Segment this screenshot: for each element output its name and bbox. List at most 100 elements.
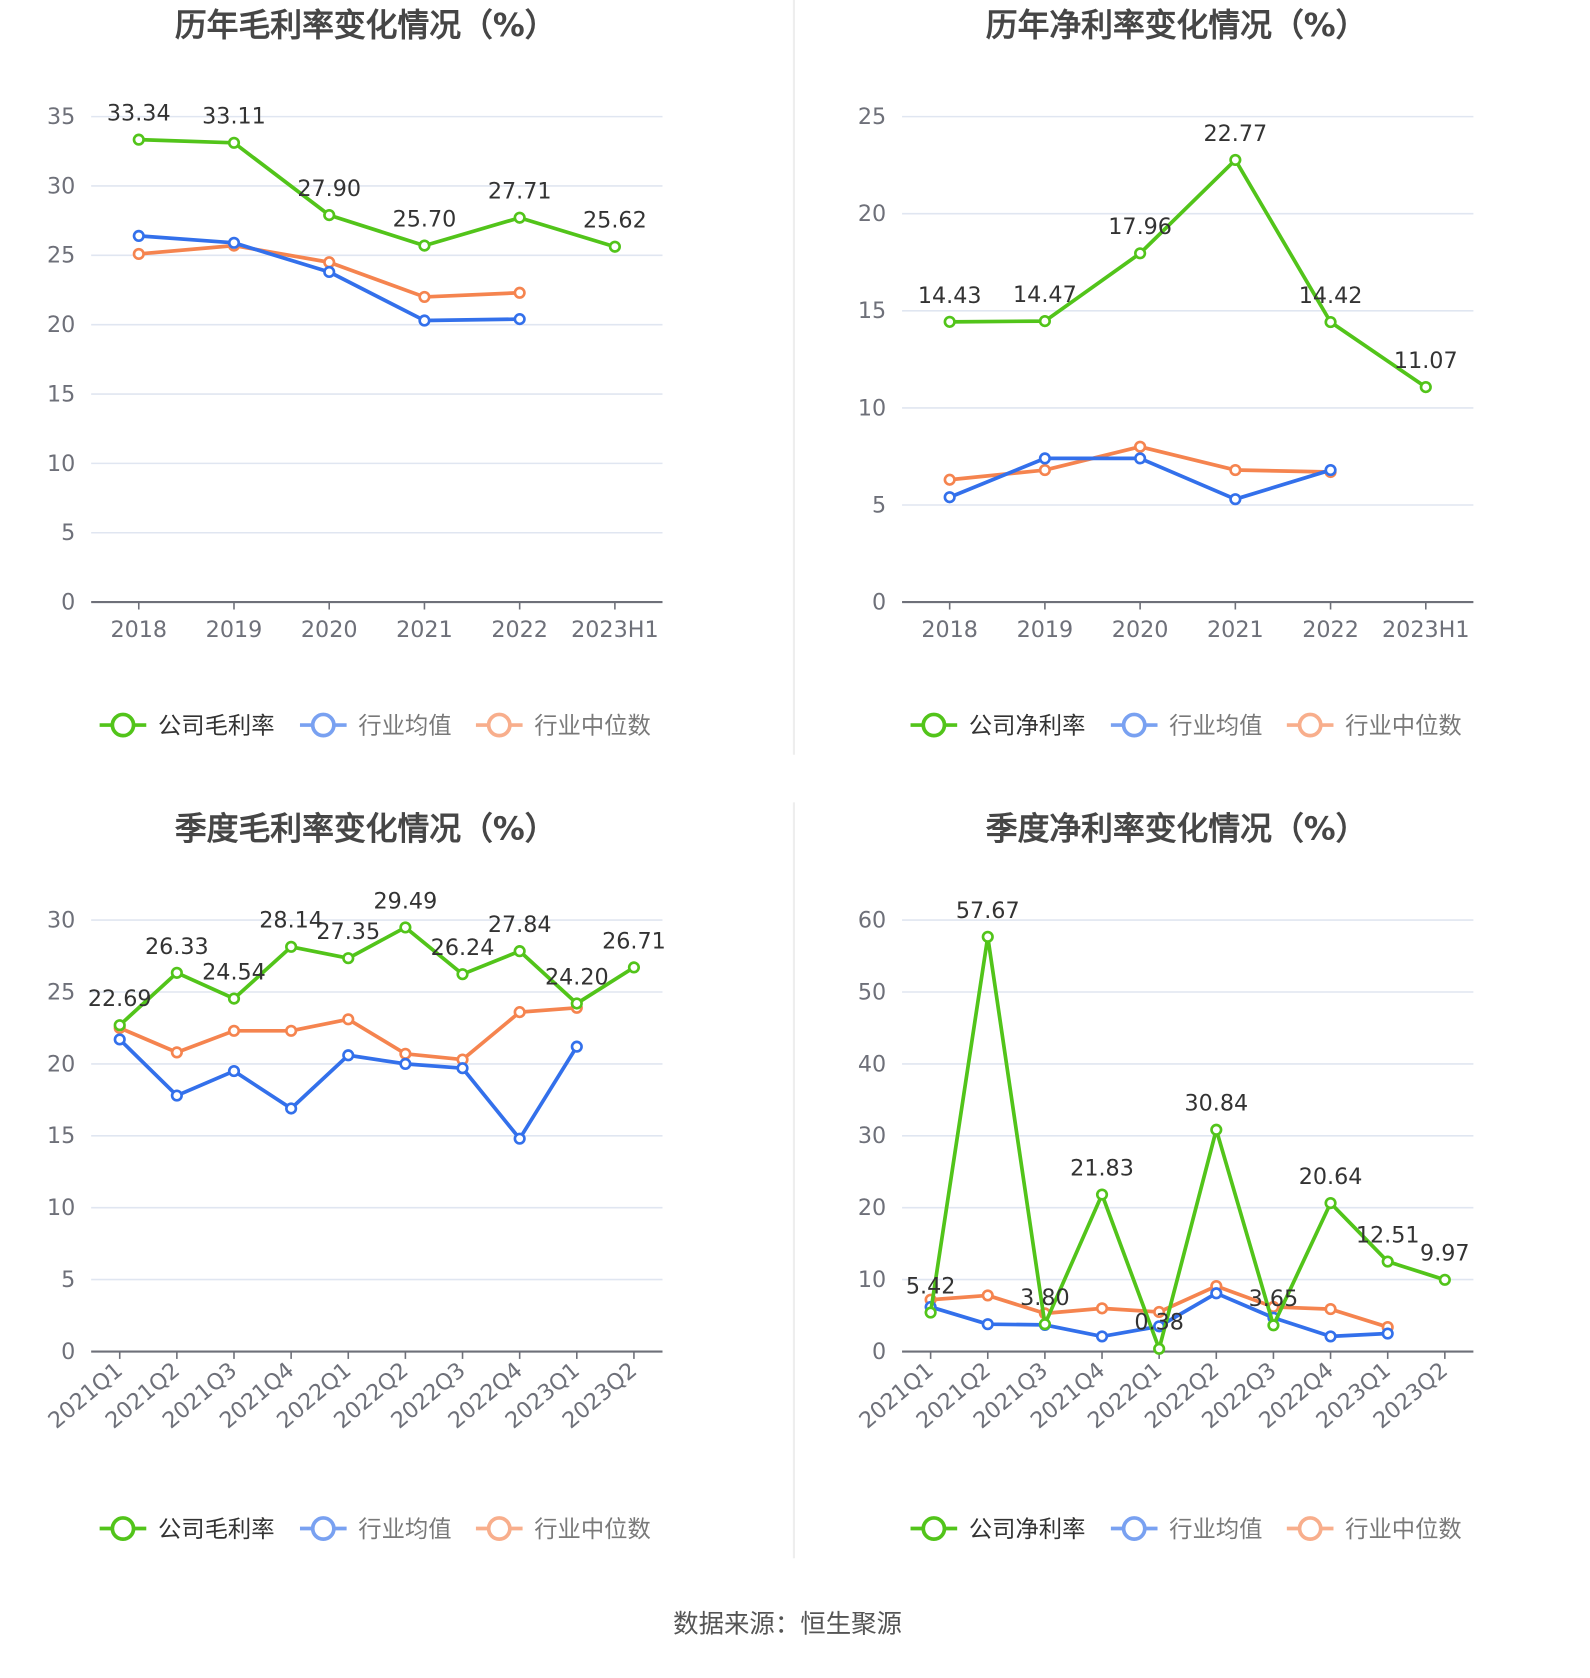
data-point[interactable] [1381, 1255, 1394, 1268]
data-point[interactable] [1324, 1302, 1337, 1316]
data-point[interactable] [1381, 1327, 1394, 1340]
data-label: 25.70 [393, 207, 457, 233]
data-point[interactable] [456, 968, 469, 981]
chart-3: 季度净利率变化情况（%）01020304050602021Q12021Q2202… [854, 811, 1474, 1543]
data-point[interactable] [1134, 440, 1147, 453]
data-point[interactable] [170, 1046, 183, 1059]
data-point[interactable] [285, 1024, 298, 1037]
data-point[interactable] [1038, 1318, 1051, 1331]
legend-item[interactable]: 行业均值 [299, 712, 452, 740]
legend-item[interactable]: 公司毛利率 [99, 1516, 275, 1543]
legend-item[interactable]: 行业中位数 [1286, 1516, 1462, 1543]
data-point[interactable] [170, 1089, 183, 1102]
data-point[interactable] [113, 1019, 126, 1032]
data-point[interactable] [943, 491, 956, 504]
data-point[interactable] [608, 240, 621, 253]
data-point[interactable] [513, 286, 526, 299]
data-point[interactable] [1229, 493, 1242, 506]
data-point[interactable] [285, 1102, 298, 1115]
data-point[interactable] [981, 1318, 994, 1331]
data-point[interactable] [570, 997, 583, 1010]
data-point[interactable] [1324, 1330, 1337, 1343]
legend-item[interactable]: 行业均值 [299, 1516, 452, 1543]
data-point[interactable] [227, 236, 241, 249]
data-label: 20.64 [1299, 1164, 1363, 1190]
data-point[interactable] [323, 265, 336, 279]
legend-label: 公司净利率 [969, 1516, 1086, 1543]
data-point[interactable] [1324, 1197, 1337, 1210]
data-point[interactable] [924, 1306, 937, 1319]
data-point[interactable] [132, 133, 145, 146]
data-point[interactable] [1210, 1123, 1223, 1136]
legend-marker-icon [310, 712, 336, 738]
data-point[interactable] [227, 1064, 241, 1078]
data-point[interactable] [943, 473, 956, 486]
data-point[interactable] [513, 211, 526, 224]
data-point[interactable] [627, 961, 641, 974]
data-point[interactable] [1095, 1188, 1109, 1201]
data-point[interactable] [456, 1062, 469, 1075]
legend-item[interactable]: 行业均值 [1110, 1516, 1263, 1543]
data-point[interactable] [1438, 1273, 1451, 1286]
data-point[interactable] [227, 992, 241, 1005]
x-tick-label: 2020 [1112, 617, 1169, 643]
data-point[interactable] [285, 940, 298, 953]
data-point[interactable] [132, 229, 145, 242]
data-point[interactable] [227, 136, 241, 149]
data-point[interactable] [1324, 463, 1337, 477]
legend-item[interactable]: 行业中位数 [1286, 713, 1462, 740]
data-point[interactable] [170, 966, 183, 979]
legend-item[interactable]: 行业均值 [1110, 713, 1263, 740]
data-point[interactable] [1210, 1287, 1223, 1300]
data-point[interactable] [513, 1132, 526, 1145]
data-point[interactable] [399, 1057, 412, 1070]
y-tick-label: 5 [61, 520, 75, 546]
legend-item[interactable]: 行业中位数 [475, 713, 651, 740]
data-point[interactable] [418, 239, 431, 252]
legend-item[interactable]: 公司毛利率 [99, 713, 275, 740]
data-point[interactable] [1153, 1305, 1166, 1319]
data-point[interactable] [342, 952, 355, 965]
data-point[interactable] [943, 315, 956, 328]
data-point[interactable] [418, 314, 431, 327]
legend-label: 行业均值 [1169, 713, 1262, 740]
data-point[interactable] [513, 1006, 526, 1019]
y-tick-label: 30 [47, 908, 75, 934]
data-point[interactable] [1419, 381, 1432, 394]
data-point[interactable] [399, 921, 412, 934]
data-point[interactable] [1134, 247, 1147, 260]
data-point[interactable] [513, 313, 526, 326]
data-point[interactable] [1038, 452, 1051, 465]
data-point[interactable] [981, 1289, 994, 1302]
y-tick-label: 10 [47, 1195, 75, 1221]
data-point[interactable] [227, 1024, 241, 1037]
data-point[interactable] [113, 1033, 126, 1046]
data-point[interactable] [1134, 452, 1147, 465]
legend-item[interactable]: 公司净利率 [910, 713, 1086, 740]
legend-item[interactable]: 公司净利率 [910, 1516, 1086, 1543]
data-point[interactable] [1324, 315, 1337, 329]
data-point[interactable] [399, 1047, 412, 1060]
chart-title: 季度净利率变化情况（%） [986, 811, 1368, 848]
data-point[interactable] [342, 1049, 355, 1062]
data-point[interactable] [342, 1013, 355, 1026]
data-point[interactable] [1038, 314, 1051, 328]
data-point[interactable] [1153, 1342, 1166, 1355]
data-point[interactable] [513, 945, 526, 958]
legend-marker-icon [486, 1516, 512, 1541]
x-tick-label: 2020 [301, 617, 358, 643]
data-point[interactable] [1267, 1319, 1280, 1332]
data-point[interactable] [323, 256, 336, 269]
data-point[interactable] [132, 247, 145, 261]
x-tick-label: 2022 [491, 617, 548, 643]
legend-item[interactable]: 行业中位数 [475, 1516, 651, 1543]
data-point[interactable] [1038, 463, 1051, 477]
data-point[interactable] [1095, 1330, 1109, 1343]
data-point[interactable] [1095, 1302, 1109, 1315]
data-point[interactable] [323, 208, 336, 222]
data-point[interactable] [570, 1040, 583, 1053]
data-point[interactable] [418, 290, 431, 304]
data-point[interactable] [1229, 153, 1242, 167]
data-point[interactable] [981, 930, 994, 943]
data-point[interactable] [1229, 463, 1242, 477]
